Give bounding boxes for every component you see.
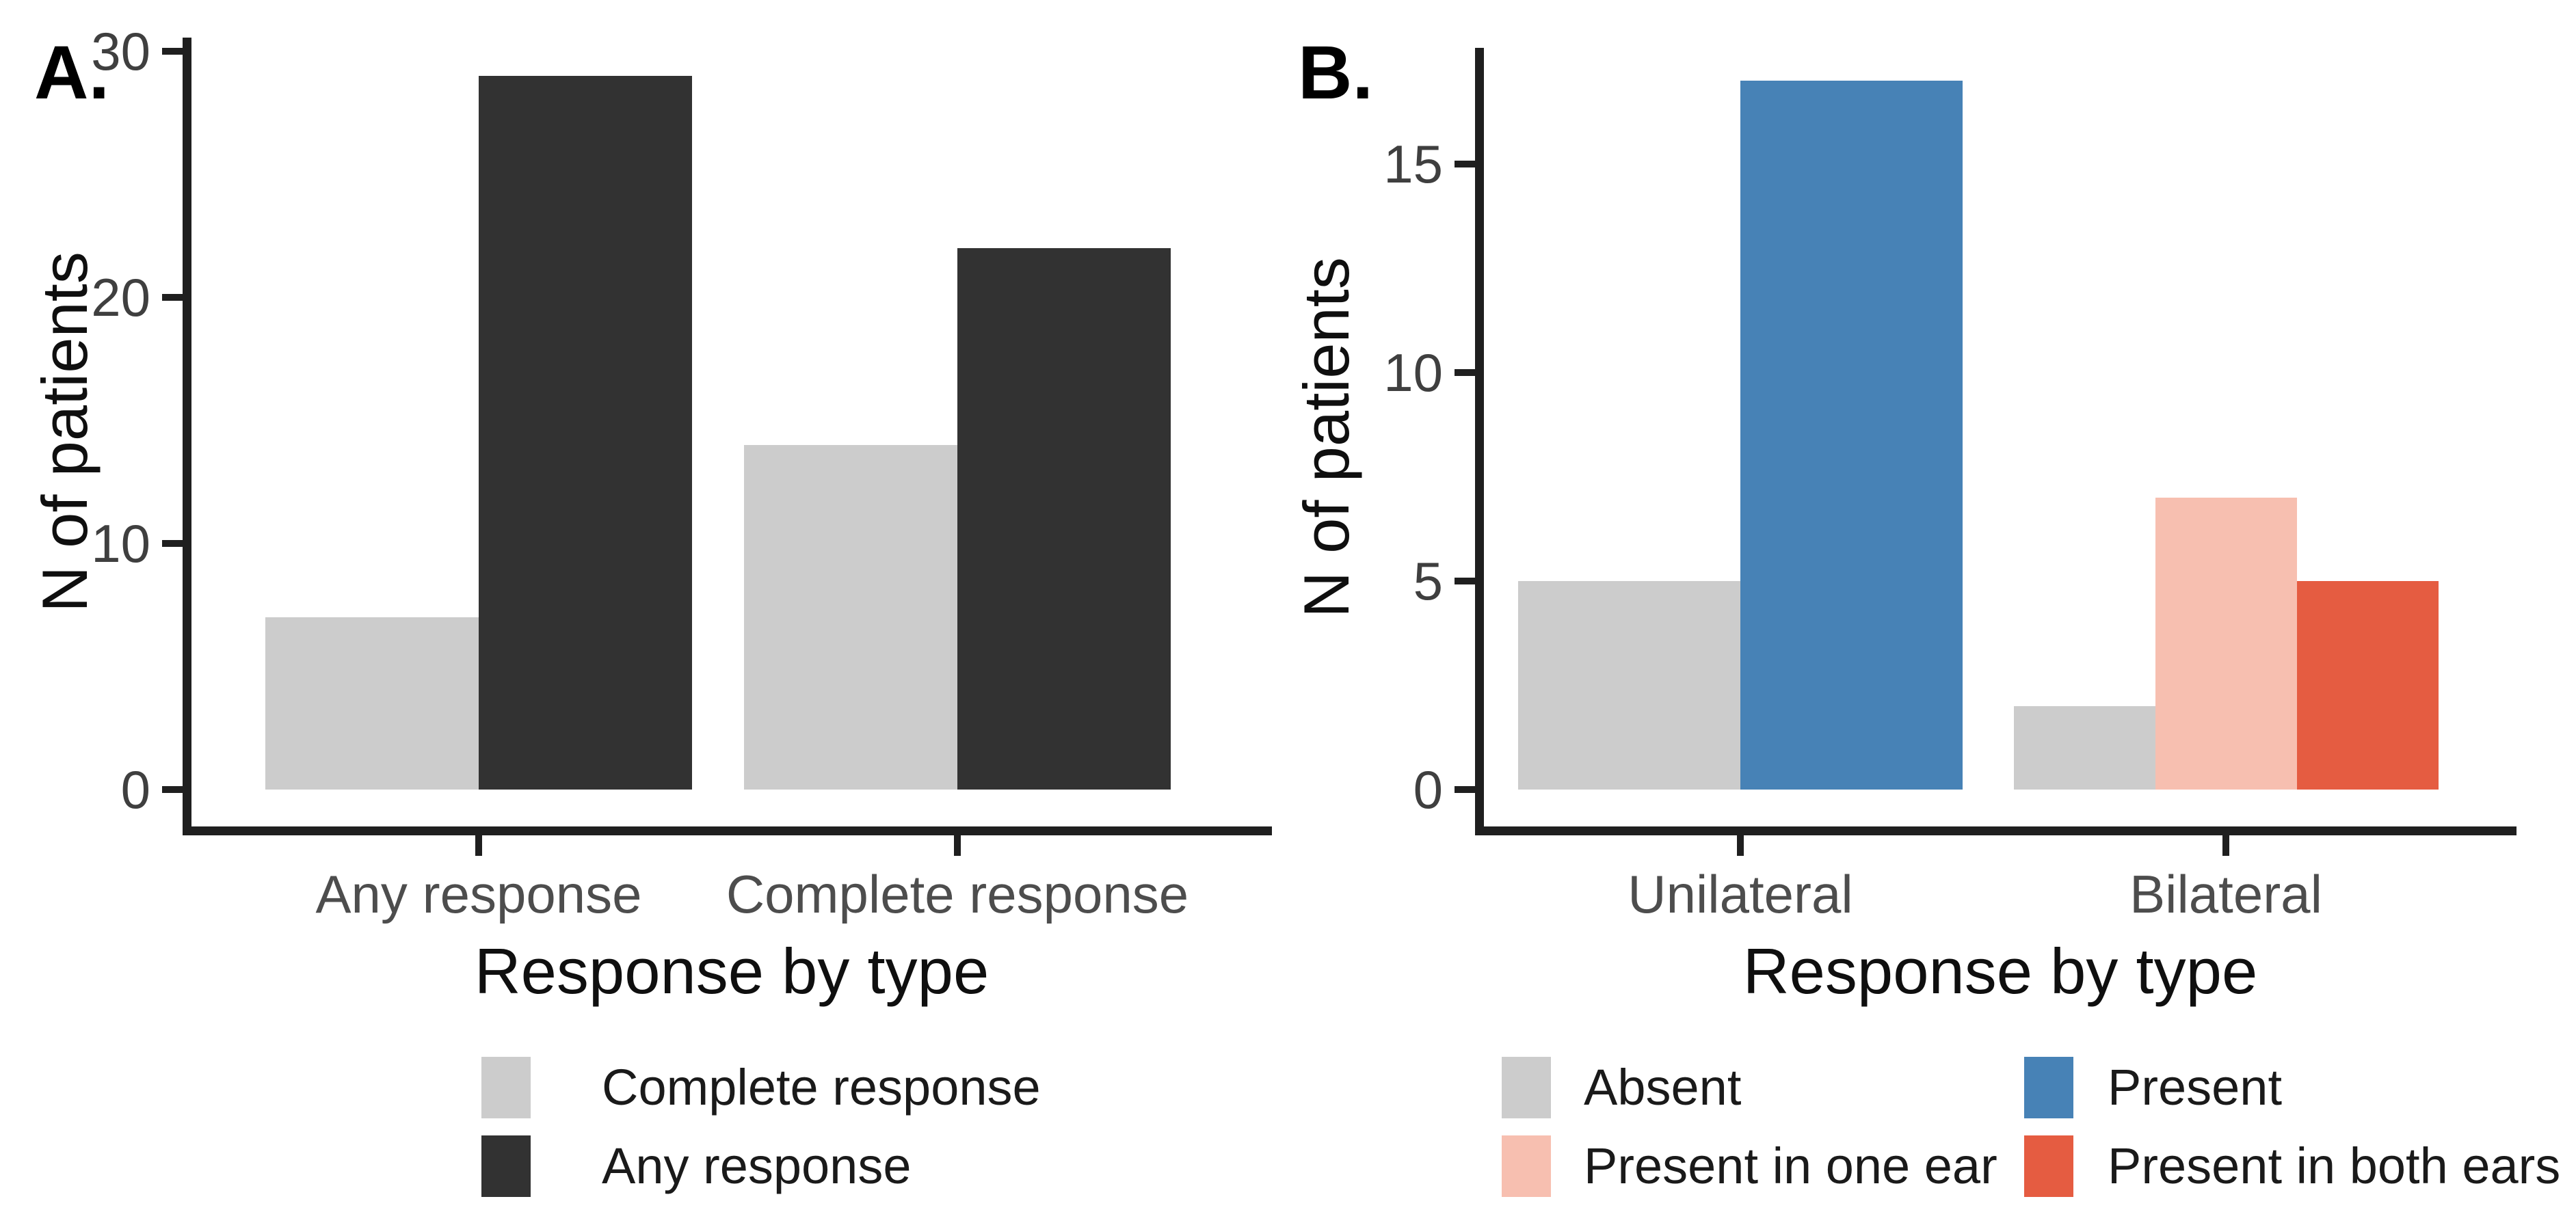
x-axis-line-a-: [183, 826, 1272, 835]
bar-bilateral-present-in-both-ears: [2296, 581, 2439, 790]
panel-label-a-: A.: [34, 31, 109, 115]
y-tick-b-: [1455, 786, 1475, 793]
bar-any-response-complete-response: [265, 617, 479, 790]
legend-swatch-present-in-both-ears: [2024, 1135, 2073, 1197]
legend-label-present-in-both-ears: Present in both ears: [2108, 1137, 2561, 1194]
y-tick-label-a-: 30: [91, 21, 150, 81]
y-tick-label-b-: 5: [1413, 551, 1443, 611]
legend-swatch-complete-response: [481, 1057, 531, 1118]
y-tick-label-a-: 10: [91, 513, 150, 574]
y-tick-a-: [162, 540, 183, 547]
legend-swatch-absent: [1502, 1057, 1551, 1118]
y-axis-title-a-: N of patients: [29, 252, 101, 612]
legend-label-complete-response: Complete response: [602, 1059, 1041, 1116]
legend-swatch-present: [2024, 1057, 2073, 1118]
bar-unilateral-present: [1740, 81, 1963, 790]
x-axis-title-a-: Response by type: [474, 935, 990, 1007]
x-tick-a-: [475, 835, 482, 856]
panel-label-b-: B.: [1298, 31, 1373, 115]
legend-swatch-present-in-one-ear: [1502, 1135, 1551, 1197]
y-tick-label-a-: 20: [91, 267, 150, 327]
y-tick-label-b-: 0: [1413, 759, 1443, 820]
x-tick-a-: [954, 835, 961, 856]
y-tick-a-: [162, 786, 183, 793]
y-tick-label-a-: 0: [120, 759, 150, 820]
x-tick-b-: [2222, 835, 2229, 856]
y-axis-line-a-: [183, 38, 191, 835]
y-tick-a-: [162, 48, 183, 55]
bar-complete-response-any-response: [957, 248, 1171, 790]
y-tick-label-b-: 15: [1383, 134, 1443, 194]
y-tick-a-: [162, 294, 183, 301]
y-tick-b-: [1455, 369, 1475, 376]
legend-swatch-any-response: [481, 1135, 531, 1197]
bar-bilateral-absent: [2013, 706, 2155, 790]
y-tick-b-: [1455, 578, 1475, 584]
bar-bilateral-present-in-one-ear: [2155, 498, 2297, 790]
legend-label-present-in-one-ear: Present in one ear: [1584, 1137, 1997, 1194]
legend-label-any-response: Any response: [602, 1137, 912, 1194]
x-tick-label-unilateral: Unilateral: [1628, 864, 1853, 924]
y-axis-line-b-: [1475, 48, 1484, 835]
y-tick-b-: [1455, 161, 1475, 167]
legend-label-present: Present: [2108, 1059, 2283, 1116]
bar-any-response-any-response: [479, 76, 692, 790]
x-axis-line-b-: [1475, 826, 2517, 835]
y-tick-label-b-: 10: [1383, 342, 1443, 403]
x-tick-b-: [1737, 835, 1744, 856]
x-tick-label-complete-response: Complete response: [726, 864, 1189, 924]
x-tick-label-bilateral: Bilateral: [2129, 864, 2322, 924]
bar-unilateral-absent: [1518, 581, 1740, 790]
legend-label-absent: Absent: [1584, 1059, 1742, 1116]
x-axis-title-b-: Response by type: [1742, 935, 2258, 1007]
bar-complete-response-complete-response: [744, 445, 957, 790]
y-axis-title-b-: N of patients: [1290, 256, 1362, 618]
x-tick-label-any-response: Any response: [315, 864, 642, 924]
